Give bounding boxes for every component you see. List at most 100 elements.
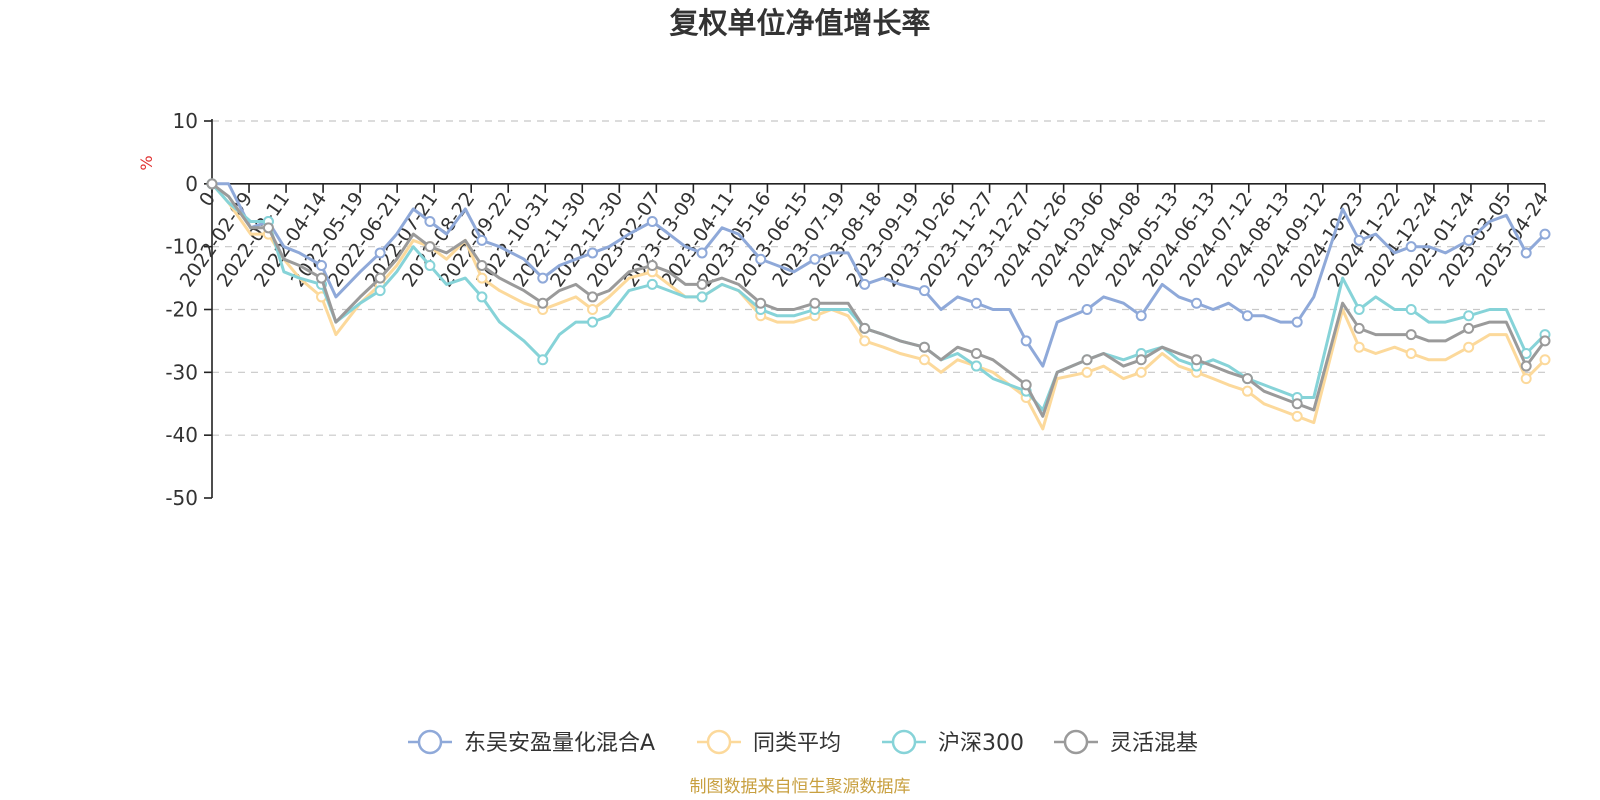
legend-label: 东吴安盈量化混合A [464, 731, 655, 756]
data-point [1081, 304, 1093, 315]
data-point [262, 222, 274, 234]
data-point [587, 316, 599, 328]
data-point [1135, 354, 1147, 366]
data-point [1191, 297, 1203, 309]
legend-item-1[interactable]: 东吴安盈量化混合A [408, 729, 655, 756]
data-point [1520, 247, 1532, 259]
data-point [918, 285, 930, 297]
data-point [1291, 316, 1303, 328]
y-tick-label: -50 [165, 486, 198, 510]
data-point [1291, 410, 1303, 422]
y-tick-label: -10 [165, 235, 198, 259]
data-point [1241, 373, 1253, 385]
data-point [1539, 228, 1551, 240]
y-axis-ticks: 10 0 -10 -20 -30 -40 -50 [165, 109, 212, 510]
y-tick-label: -40 [165, 423, 198, 447]
data-point [1539, 335, 1551, 347]
series-1 [206, 178, 1551, 368]
data-point [970, 360, 982, 372]
data-point [918, 341, 930, 353]
x-tick-label: 0 [195, 188, 220, 211]
data-point [1135, 310, 1147, 322]
data-point [970, 347, 982, 359]
data-point [1135, 366, 1147, 378]
data-point [316, 260, 328, 272]
legend-item-2[interactable]: 同类平均 [697, 729, 841, 756]
data-point [809, 253, 821, 265]
data-point [424, 216, 436, 228]
legend-marker-icon [891, 729, 917, 755]
data-point [1405, 241, 1417, 253]
legend-marker-icon [417, 729, 443, 755]
data-point [1353, 322, 1365, 334]
data-point [587, 304, 599, 315]
legend-item-3[interactable]: 沪深300 [882, 729, 1024, 756]
legend-marker-icon [1063, 729, 1089, 755]
data-point [476, 234, 488, 246]
data-point [206, 178, 218, 190]
data-point [374, 247, 386, 259]
data-point [476, 291, 488, 303]
data-point [1539, 354, 1551, 366]
series-4 [206, 178, 1551, 418]
data-point [1353, 234, 1365, 246]
legend-label: 沪深300 [938, 731, 1024, 756]
data-point [1353, 341, 1365, 353]
data-point [646, 278, 658, 290]
y-tick-label: 0 [185, 172, 198, 196]
data-point [1353, 304, 1365, 315]
data-point [1241, 310, 1253, 322]
data-point [755, 297, 767, 309]
data-point [970, 297, 982, 309]
data-point [374, 272, 386, 284]
data-point [476, 260, 488, 272]
data-point [587, 247, 599, 259]
data-source-note: 制图数据来自恒生聚源数据库 [690, 777, 911, 797]
data-point [1520, 360, 1532, 372]
data-point [587, 291, 599, 303]
legend-label: 灵活混基 [1110, 731, 1198, 756]
data-point [424, 241, 436, 253]
data-point [1405, 304, 1417, 315]
data-point [696, 247, 708, 259]
data-point [1241, 385, 1253, 397]
data-point [755, 253, 767, 265]
y-tick-label: -20 [165, 298, 198, 322]
data-point [1081, 366, 1093, 378]
data-point [1291, 398, 1303, 410]
legend-label: 同类平均 [753, 731, 841, 756]
data-point [809, 297, 821, 309]
data-point [1081, 354, 1093, 366]
data-point [537, 297, 549, 309]
data-point [696, 291, 708, 303]
data-point [424, 260, 436, 272]
y-tick-label: 10 [173, 109, 198, 133]
data-point [1463, 234, 1475, 246]
data-point [859, 335, 871, 347]
y-axis-unit: % [137, 155, 156, 170]
data-point [1020, 379, 1032, 391]
y-tick-label: -30 [165, 360, 198, 384]
data-point [1463, 322, 1475, 334]
data-point [1020, 335, 1032, 347]
data-point [537, 354, 549, 366]
legend-item-4[interactable]: 灵活混基 [1054, 729, 1198, 756]
series-layer [206, 178, 1551, 431]
data-point [1463, 310, 1475, 322]
data-point [918, 354, 930, 366]
data-point [374, 285, 386, 297]
data-point [1463, 341, 1475, 353]
data-point [646, 260, 658, 272]
data-point [859, 322, 871, 334]
legend: 东吴安盈量化混合A 同类平均 沪深300 灵活混基 [408, 729, 1198, 756]
data-point [696, 278, 708, 290]
data-point [1520, 373, 1532, 385]
data-point [1405, 329, 1417, 341]
chart-title: 复权单位净值增长率 [669, 6, 930, 40]
data-point [859, 278, 871, 290]
legend-marker-icon [706, 729, 732, 755]
data-point [316, 272, 328, 284]
data-point [646, 216, 658, 228]
data-point [1191, 354, 1203, 366]
